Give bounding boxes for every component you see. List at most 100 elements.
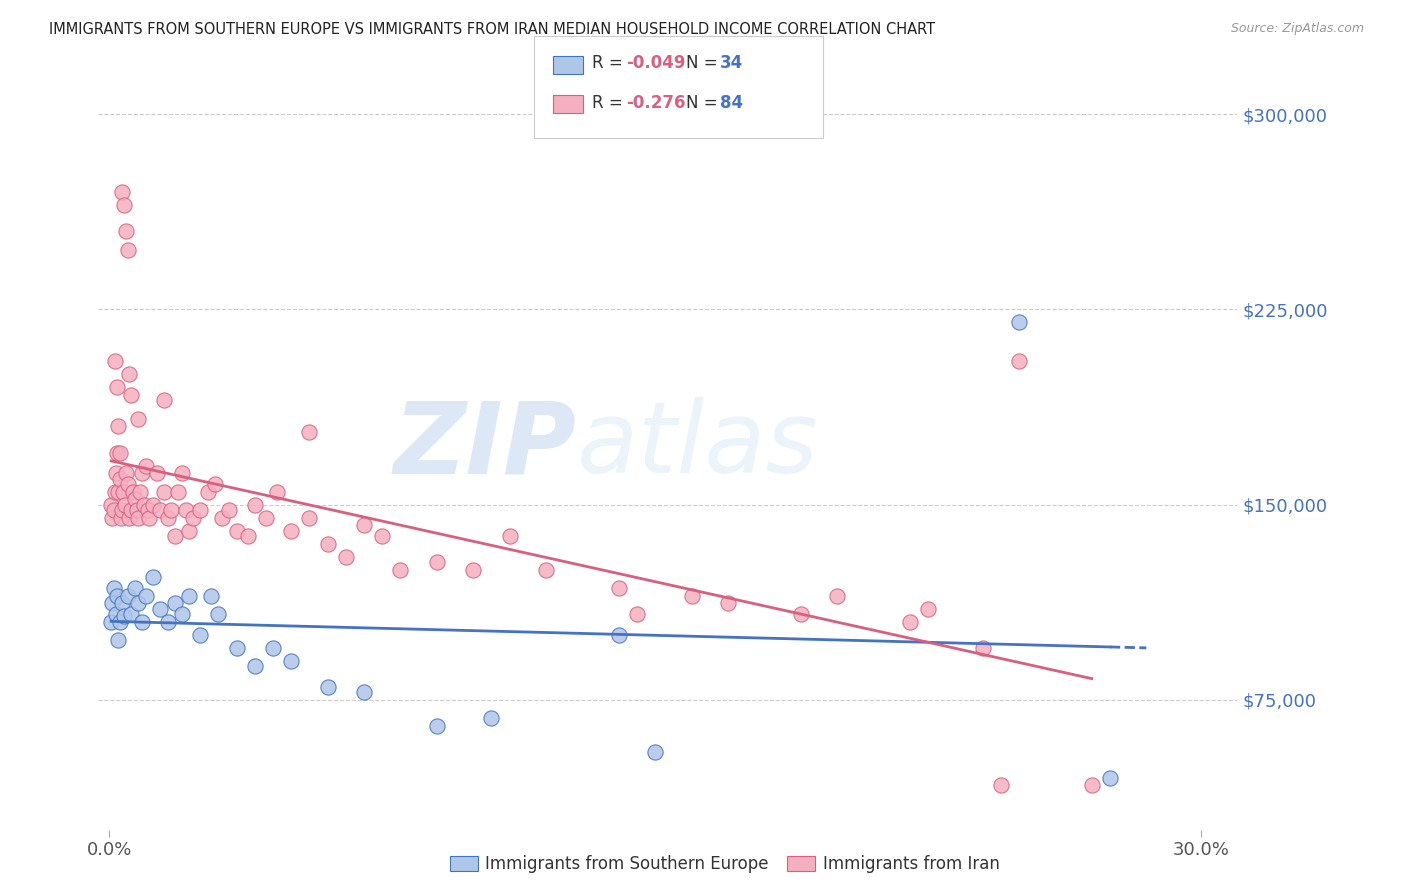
Point [789,607,811,621]
Point [105,445,128,459]
Point [898,615,921,629]
Point [122,484,145,499]
Point [120,607,142,621]
Point [204,476,226,491]
Point [243,498,266,512]
Point [120,502,142,516]
Point [389,562,412,576]
Point [156,510,179,524]
Point [104,467,127,481]
Point [127,411,149,425]
Point [117,589,139,603]
Point [104,354,127,368]
Point [132,498,155,512]
Point [188,627,211,641]
Point [125,502,148,516]
Point [124,492,146,507]
Point [280,654,302,668]
Text: Source: ZipAtlas.com: Source: ZipAtlas.com [1230,22,1364,36]
Point [298,425,321,439]
Point [479,711,502,725]
Point [112,198,135,212]
Point [111,186,134,200]
Text: R =: R = [592,94,628,112]
Text: atlas: atlas [576,398,818,494]
Point [111,502,134,516]
Text: N =: N = [686,94,723,112]
Point [138,510,160,524]
Point [225,524,247,538]
Point [101,510,124,524]
Point [117,243,139,257]
Point [254,510,277,524]
Point [104,607,127,621]
Point [118,368,141,382]
Point [172,467,194,481]
Point [534,562,557,576]
Point [243,658,266,673]
Point [114,498,136,512]
Point [156,615,179,629]
Text: -0.276: -0.276 [626,94,685,112]
Point [626,607,648,621]
Point [825,589,848,603]
Point [131,615,153,629]
Point [100,498,122,512]
Text: 84: 84 [720,94,742,112]
Point [172,607,194,621]
Point [607,627,630,641]
Point [114,224,136,238]
Point [111,596,134,610]
Point [167,484,190,499]
Text: Immigrants from Iran: Immigrants from Iran [823,855,1000,873]
Point [117,476,139,491]
Point [174,502,197,516]
Point [236,529,259,543]
Point [972,640,994,655]
Point [371,529,394,543]
Point [142,570,165,584]
Point [108,471,131,485]
Point [426,555,449,569]
Text: 34: 34 [720,54,744,72]
Point [225,640,247,655]
Point [335,549,357,564]
Point [135,458,157,473]
Text: IMMIGRANTS FROM SOUTHERN EUROPE VS IMMIGRANTS FROM IRAN MEDIAN HOUSEHOLD INCOME : IMMIGRANTS FROM SOUTHERN EUROPE VS IMMIG… [49,22,935,37]
Point [188,502,211,516]
Point [129,484,152,499]
Point [107,484,129,499]
Point [298,510,321,524]
Text: N =: N = [686,54,723,72]
Point [607,581,630,595]
Point [149,502,172,516]
Point [262,640,284,655]
Point [160,502,183,516]
Point [127,596,149,610]
Point [179,524,201,538]
Point [105,380,128,394]
Point [153,484,176,499]
Point [110,445,132,459]
Point [353,684,375,698]
Point [1008,354,1031,368]
Point [112,609,135,624]
Point [124,581,146,595]
Point [107,632,129,647]
Point [179,589,201,603]
Text: ZIP: ZIP [394,398,576,494]
Point [681,589,703,603]
Point [112,484,135,499]
Point [316,680,339,694]
Point [1098,771,1121,785]
Point [1008,316,1031,330]
Point [181,510,204,524]
Point [120,388,142,402]
Text: R =: R = [592,54,628,72]
Point [103,581,125,595]
Point [104,484,127,499]
Point [127,510,149,524]
Point [917,601,939,615]
Point [114,467,136,481]
Point [135,589,157,603]
